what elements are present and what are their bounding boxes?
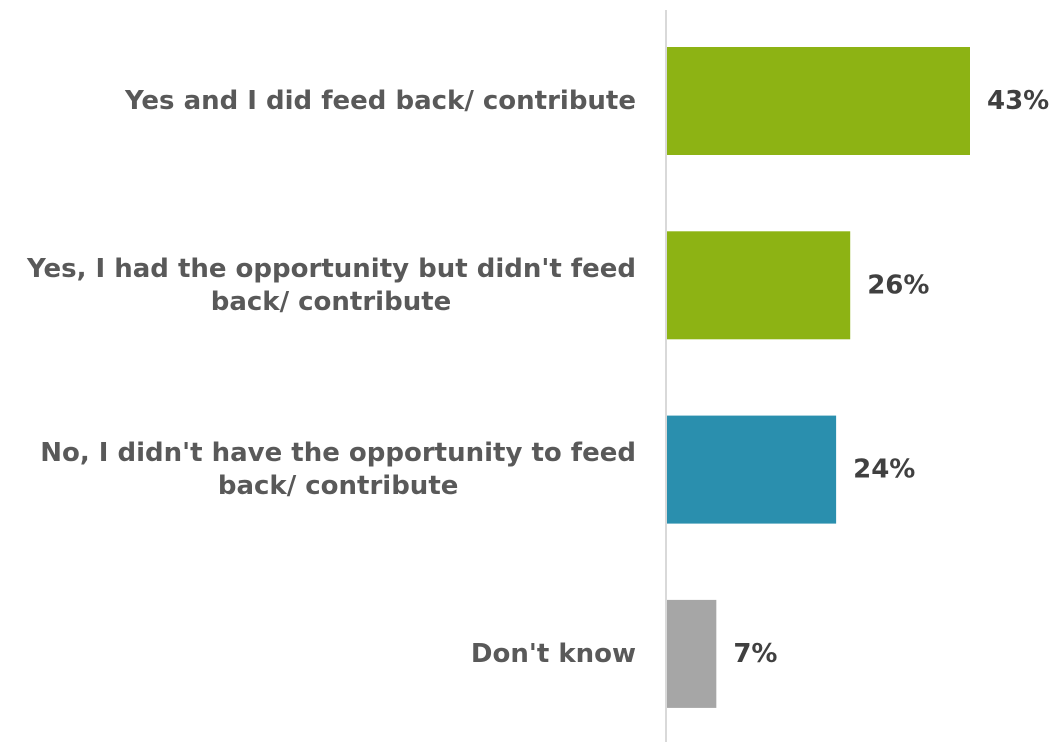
category-label-2: Yes, I had the opportunity but didn't fe… [26, 254, 636, 317]
category-label-4: Don't know [471, 639, 636, 669]
bar-3 [667, 415, 837, 524]
value-label-1: 43% [987, 86, 1049, 116]
category-labels-group: Yes and I did feed back/ contribute Yes, … [26, 86, 636, 669]
bar-2 [667, 231, 851, 340]
bar-1 [667, 47, 970, 155]
category-label-2-line-2: back/ contribute [211, 287, 452, 317]
category-label-1-line-1: Yes and I did feed back/ contribute [124, 86, 636, 116]
value-label-4: 7% [733, 639, 777, 669]
value-label-3: 24% [853, 455, 915, 485]
category-label-2-line-1: Yes, I had the opportunity but didn't fe… [26, 254, 636, 284]
category-label-1: Yes and I did feed back/ contribute [124, 86, 636, 116]
value-labels-group: 43% 26% 24% 7% [733, 86, 1049, 669]
category-label-3-line-2: back/ contribute [218, 471, 459, 501]
bars-group [667, 47, 970, 708]
bar-4 [667, 599, 717, 708]
category-label-3: No, I didn't have the opportunity to fee… [40, 438, 636, 501]
category-label-4-line-1: Don't know [471, 639, 636, 669]
value-label-2: 26% [867, 270, 929, 300]
category-label-3-line-1: No, I didn't have the opportunity to fee… [40, 438, 636, 468]
